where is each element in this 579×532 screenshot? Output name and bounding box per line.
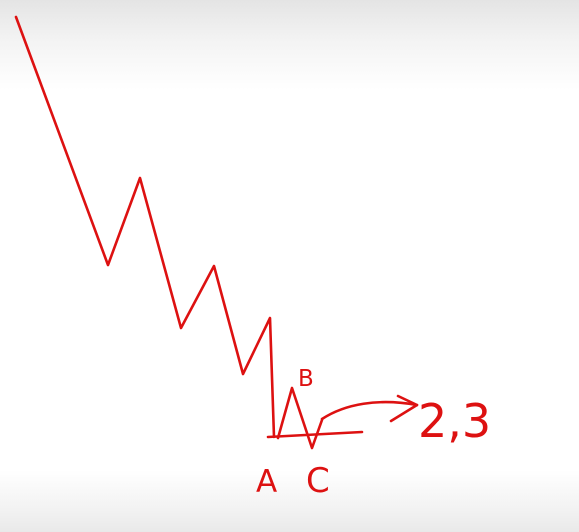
label-b: B <box>298 366 314 392</box>
label-a: A <box>256 464 277 500</box>
zigzag-line <box>14 15 276 439</box>
label-c: C <box>306 461 330 501</box>
small-triangle <box>276 386 324 450</box>
baseline <box>266 430 364 439</box>
arrow-head <box>389 394 419 423</box>
arrow-curve <box>320 400 419 421</box>
value-label: 2,3 <box>418 394 491 448</box>
